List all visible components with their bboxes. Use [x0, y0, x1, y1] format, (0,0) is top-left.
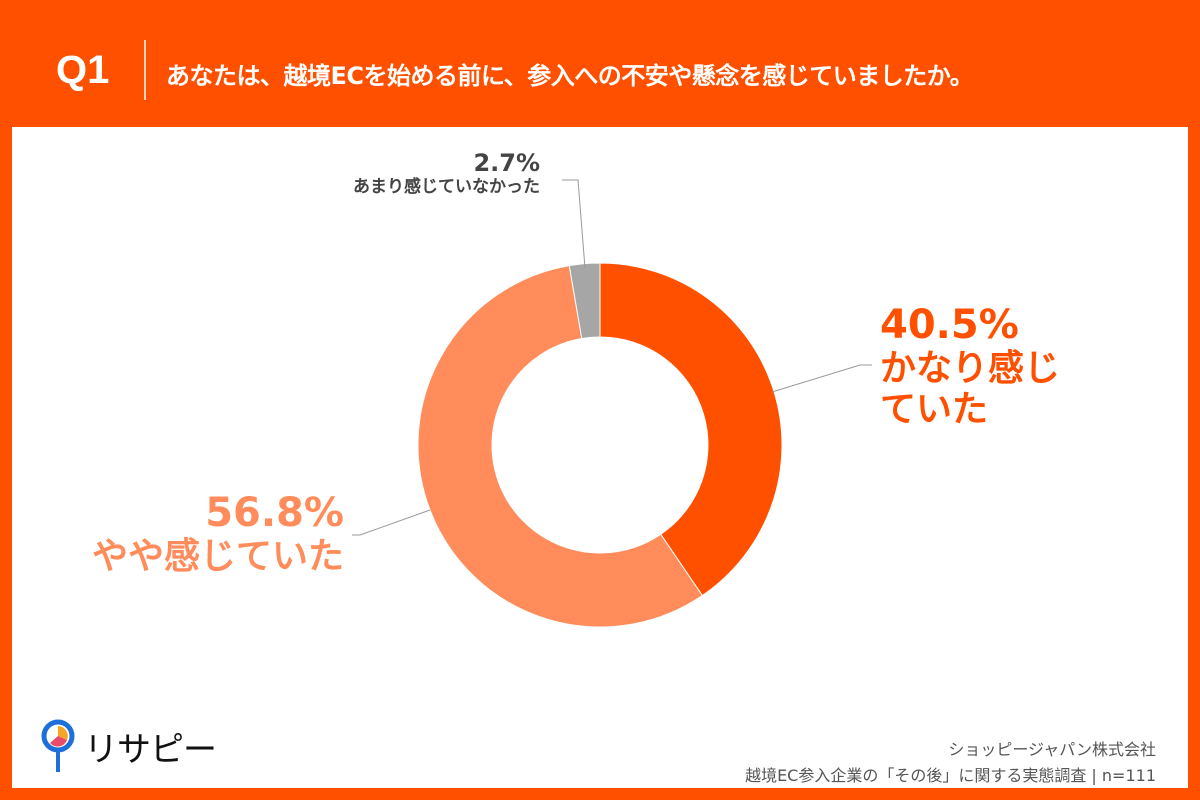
slice-value: 2.7%	[473, 149, 540, 177]
logo-pin-icon	[41, 719, 75, 772]
question-title: あなたは、越境ECを始める前に、参入への不安や懸念を感じていましたか。	[166, 62, 974, 90]
leader-line-0	[771, 364, 872, 393]
slice-label-1: 56.8% やや感じていた	[92, 490, 344, 577]
donut-slice-2	[568, 262, 601, 340]
slice-name-line1: かなり感じ	[880, 348, 1061, 389]
logo-text: リサピー	[84, 729, 217, 770]
slice-value: 56.8%	[205, 490, 344, 536]
slice-name-line2: ていた	[880, 389, 989, 431]
donut-slice-0	[599, 262, 783, 597]
leader-line-1	[352, 509, 431, 536]
slice-value: 40.5%	[880, 302, 1019, 348]
footer-source: 越境EC参入企業の「その後」に関する実態調査 | n=111	[745, 766, 1156, 785]
header: Q1 あなたは、越境ECを始める前に、参入への不安や懸念を感じていましたか。	[0, 0, 1200, 125]
leader-line-2	[562, 179, 586, 269]
chart-card	[12, 127, 1188, 788]
slice-name: あまり感じていなかった	[353, 176, 540, 197]
slice-label-2: 2.7% あまり感じていなかった	[353, 149, 540, 197]
divider	[144, 40, 146, 100]
donut-slice-1	[417, 265, 703, 628]
slice-label-0: 40.5% かなり感じ ていた	[880, 302, 1060, 431]
question-number: Q1	[56, 48, 110, 92]
slice-name: やや感じていた	[91, 536, 344, 577]
footer-company: ショッピージャパン株式会社	[948, 740, 1156, 759]
logo: リサピー	[40, 718, 217, 774]
